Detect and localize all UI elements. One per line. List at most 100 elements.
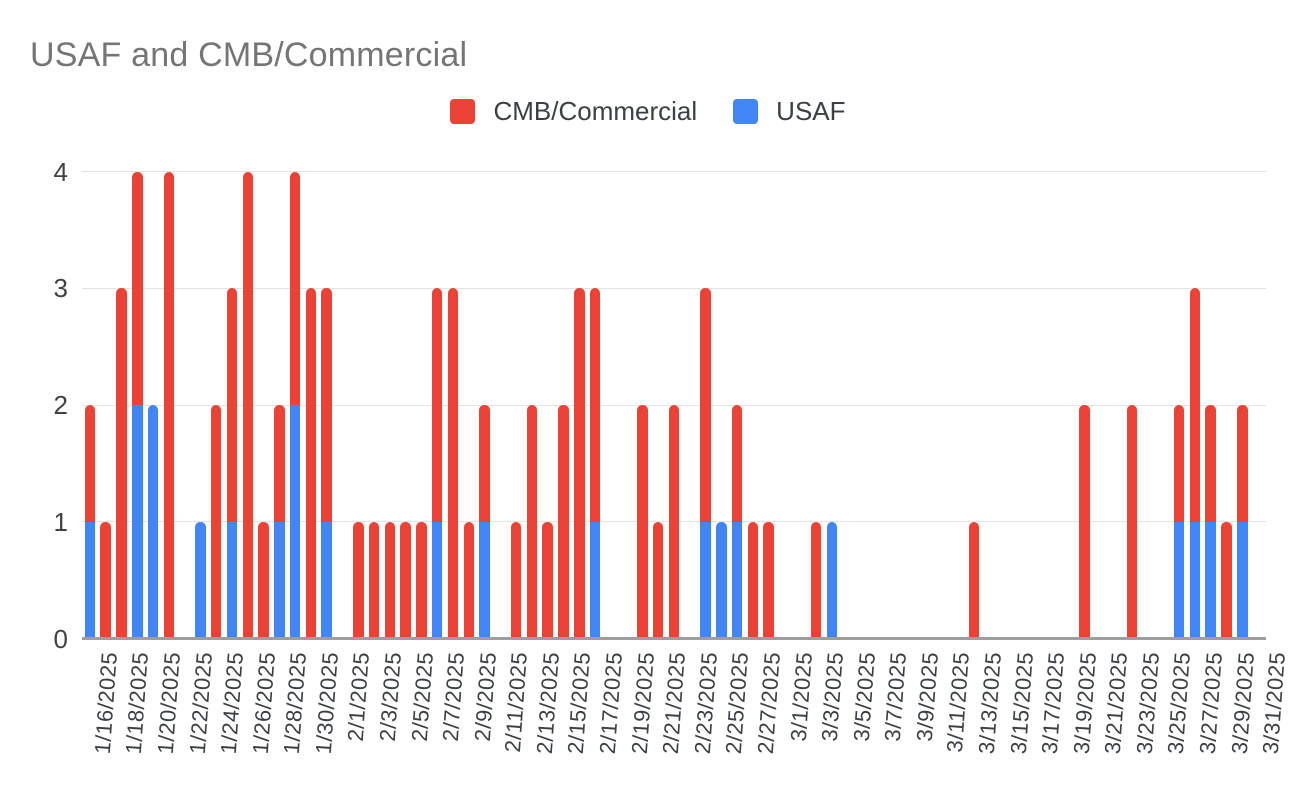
bar-usaf-1/28/2025[interactable] bbox=[274, 521, 285, 639]
x-axis-tick-1/26/2025: 1/26/2025 bbox=[247, 651, 280, 755]
gridline-y3 bbox=[82, 287, 1266, 289]
x-axis-tick-2/7/2025: 2/7/2025 bbox=[437, 651, 470, 743]
bar-usaf-3/28/2025[interactable] bbox=[1205, 521, 1216, 639]
x-axis-tick-2/1/2025: 2/1/2025 bbox=[343, 651, 375, 743]
bar-cmb-2/22/2025[interactable] bbox=[668, 405, 680, 639]
y-axis-tick-2: 2 bbox=[53, 390, 68, 420]
bar-usaf-3/4/2025[interactable] bbox=[826, 521, 838, 639]
bar-cmb-2/28/2025[interactable] bbox=[763, 521, 774, 639]
bar-cmb-1/21/2025[interactable] bbox=[163, 171, 175, 639]
bar-usaf-2/17/2025[interactable] bbox=[589, 521, 601, 639]
x-axis-tick-2/15/2025: 2/15/2025 bbox=[563, 651, 596, 755]
bar-cmb-1/30/2025[interactable] bbox=[305, 288, 317, 639]
bar-cmb-2/21/2025[interactable] bbox=[652, 521, 664, 639]
bar-cmb-1/28/2025[interactable] bbox=[274, 405, 285, 522]
bar-usaf-3/27/2025[interactable] bbox=[1189, 521, 1201, 639]
y-axis-tick-4: 4 bbox=[53, 156, 68, 187]
bar-cmb-3/20/2025[interactable] bbox=[1079, 405, 1090, 639]
bar-usaf-1/29/2025[interactable] bbox=[289, 405, 301, 639]
y-axis-tick-3: 3 bbox=[53, 273, 68, 304]
x-axis-tick-3/15/2025: 3/15/2025 bbox=[1005, 651, 1038, 755]
bar-cmb-3/27/2025[interactable] bbox=[1189, 288, 1201, 522]
bar-cmb-1/16/2025[interactable] bbox=[84, 405, 96, 522]
x-axis-tick-3/17/2025: 3/17/2025 bbox=[1036, 651, 1070, 755]
x-axis-tick-2/13/2025: 2/13/2025 bbox=[531, 651, 564, 755]
bar-usaf-1/23/2025[interactable] bbox=[195, 521, 206, 639]
bar-usaf-1/16/2025[interactable] bbox=[84, 521, 96, 639]
bar-cmb-2/6/2025[interactable] bbox=[416, 521, 427, 639]
bar-usaf-3/30/2025[interactable] bbox=[1237, 521, 1248, 639]
bar-cmb-2/12/2025[interactable] bbox=[510, 521, 522, 639]
legend-item-cmb[interactable]: CMB/Commercial bbox=[450, 96, 697, 127]
bar-usaf-1/31/2025[interactable] bbox=[321, 521, 332, 639]
bar-cmb-1/18/2025[interactable] bbox=[116, 288, 127, 639]
x-axis-tick-3/3/2025: 3/3/2025 bbox=[816, 651, 849, 743]
x-axis-tick-2/27/2025: 2/27/2025 bbox=[752, 651, 785, 755]
bar-cmb-1/31/2025[interactable] bbox=[321, 288, 332, 522]
x-axis-tick-2/25/2025: 2/25/2025 bbox=[721, 651, 754, 755]
bar-cmb-2/2/2025[interactable] bbox=[353, 521, 364, 639]
bar-cmb-2/27/2025[interactable] bbox=[747, 521, 759, 639]
x-axis-tick-3/29/2025: 3/29/2025 bbox=[1226, 651, 1259, 755]
x-axis-tick-3/13/2025: 3/13/2025 bbox=[973, 651, 1006, 755]
bar-cmb-3/28/2025[interactable] bbox=[1205, 405, 1216, 522]
bar-usaf-1/20/2025[interactable] bbox=[147, 405, 159, 639]
bar-cmb-1/24/2025[interactable] bbox=[210, 405, 222, 639]
x-axis-tick-1/20/2025: 1/20/2025 bbox=[152, 651, 185, 755]
legend-label-cmb: CMB/Commercial bbox=[493, 96, 698, 126]
legend-swatch-cmb bbox=[450, 99, 476, 124]
bar-cmb-1/29/2025[interactable] bbox=[289, 171, 301, 405]
bar-cmb-3/3/2025[interactable] bbox=[810, 521, 822, 639]
bar-cmb-2/3/2025[interactable] bbox=[368, 521, 380, 639]
bar-cmb-2/5/2025[interactable] bbox=[400, 521, 411, 639]
bar-cmb-2/13/2025[interactable] bbox=[526, 405, 538, 639]
bar-cmb-2/8/2025[interactable] bbox=[447, 288, 459, 639]
x-axis-tick-2/9/2025: 2/9/2025 bbox=[469, 651, 501, 743]
x-axis-line bbox=[82, 637, 1266, 640]
x-axis-tick-2/11/2025: 2/11/2025 bbox=[500, 651, 533, 754]
x-axis-tick-3/31/2025: 3/31/2025 bbox=[1257, 651, 1291, 755]
bar-cmb-2/24/2025[interactable] bbox=[700, 288, 711, 522]
bar-cmb-2/4/2025[interactable] bbox=[384, 521, 396, 639]
x-axis-tick-2/23/2025: 2/23/2025 bbox=[689, 651, 722, 755]
bar-usaf-1/25/2025[interactable] bbox=[226, 521, 238, 639]
x-axis-tick-2/3/2025: 2/3/2025 bbox=[374, 651, 406, 743]
legend-item-usaf[interactable]: USAF bbox=[733, 96, 846, 127]
bar-cmb-2/26/2025[interactable] bbox=[731, 405, 743, 522]
bar-cmb-3/26/2025[interactable] bbox=[1173, 405, 1185, 522]
bar-usaf-2/25/2025[interactable] bbox=[716, 521, 727, 639]
bar-cmb-2/10/2025[interactable] bbox=[479, 405, 490, 522]
bar-cmb-1/19/2025[interactable] bbox=[132, 171, 143, 405]
x-axis-tick-1/22/2025: 1/22/2025 bbox=[184, 651, 217, 755]
bar-cmb-2/9/2025[interactable] bbox=[463, 521, 475, 639]
bar-cmb-1/26/2025[interactable] bbox=[242, 171, 253, 639]
bar-cmb-2/15/2025[interactable] bbox=[558, 405, 569, 639]
bar-cmb-1/17/2025[interactable] bbox=[100, 521, 111, 639]
bar-cmb-2/20/2025[interactable] bbox=[637, 405, 648, 639]
x-axis-tick-3/23/2025: 3/23/2025 bbox=[1131, 651, 1164, 755]
bar-cmb-3/23/2025[interactable] bbox=[1126, 405, 1138, 639]
bar-usaf-2/7/2025[interactable] bbox=[431, 521, 443, 639]
x-axis-tick-2/5/2025: 2/5/2025 bbox=[406, 651, 438, 743]
bar-usaf-3/26/2025[interactable] bbox=[1173, 521, 1185, 639]
bar-cmb-3/29/2025[interactable] bbox=[1221, 521, 1232, 639]
x-axis-tick-3/11/2025: 3/11/2025 bbox=[942, 651, 975, 754]
bar-cmb-3/30/2025[interactable] bbox=[1237, 405, 1248, 522]
y-axis-tick-1: 1 bbox=[53, 506, 68, 537]
x-axis-tick-1/28/2025: 1/28/2025 bbox=[279, 651, 312, 755]
gridline-y4 bbox=[82, 171, 1266, 172]
bar-cmb-2/7/2025[interactable] bbox=[431, 288, 443, 522]
bar-usaf-2/26/2025[interactable] bbox=[731, 521, 743, 639]
bar-cmb-2/17/2025[interactable] bbox=[589, 288, 601, 522]
bar-cmb-2/14/2025[interactable] bbox=[542, 521, 553, 639]
x-axis-tick-3/1/2025: 3/1/2025 bbox=[785, 651, 817, 743]
bar-usaf-2/10/2025[interactable] bbox=[479, 521, 490, 639]
bar-usaf-2/24/2025[interactable] bbox=[700, 521, 711, 639]
bar-cmb-1/27/2025[interactable] bbox=[258, 521, 269, 639]
bar-cmb-2/16/2025[interactable] bbox=[574, 288, 585, 639]
bar-usaf-1/19/2025[interactable] bbox=[132, 405, 143, 639]
bar-cmb-1/25/2025[interactable] bbox=[226, 288, 238, 522]
bar-cmb-3/13/2025[interactable] bbox=[968, 521, 980, 639]
x-axis-tick-3/5/2025: 3/5/2025 bbox=[848, 651, 880, 743]
